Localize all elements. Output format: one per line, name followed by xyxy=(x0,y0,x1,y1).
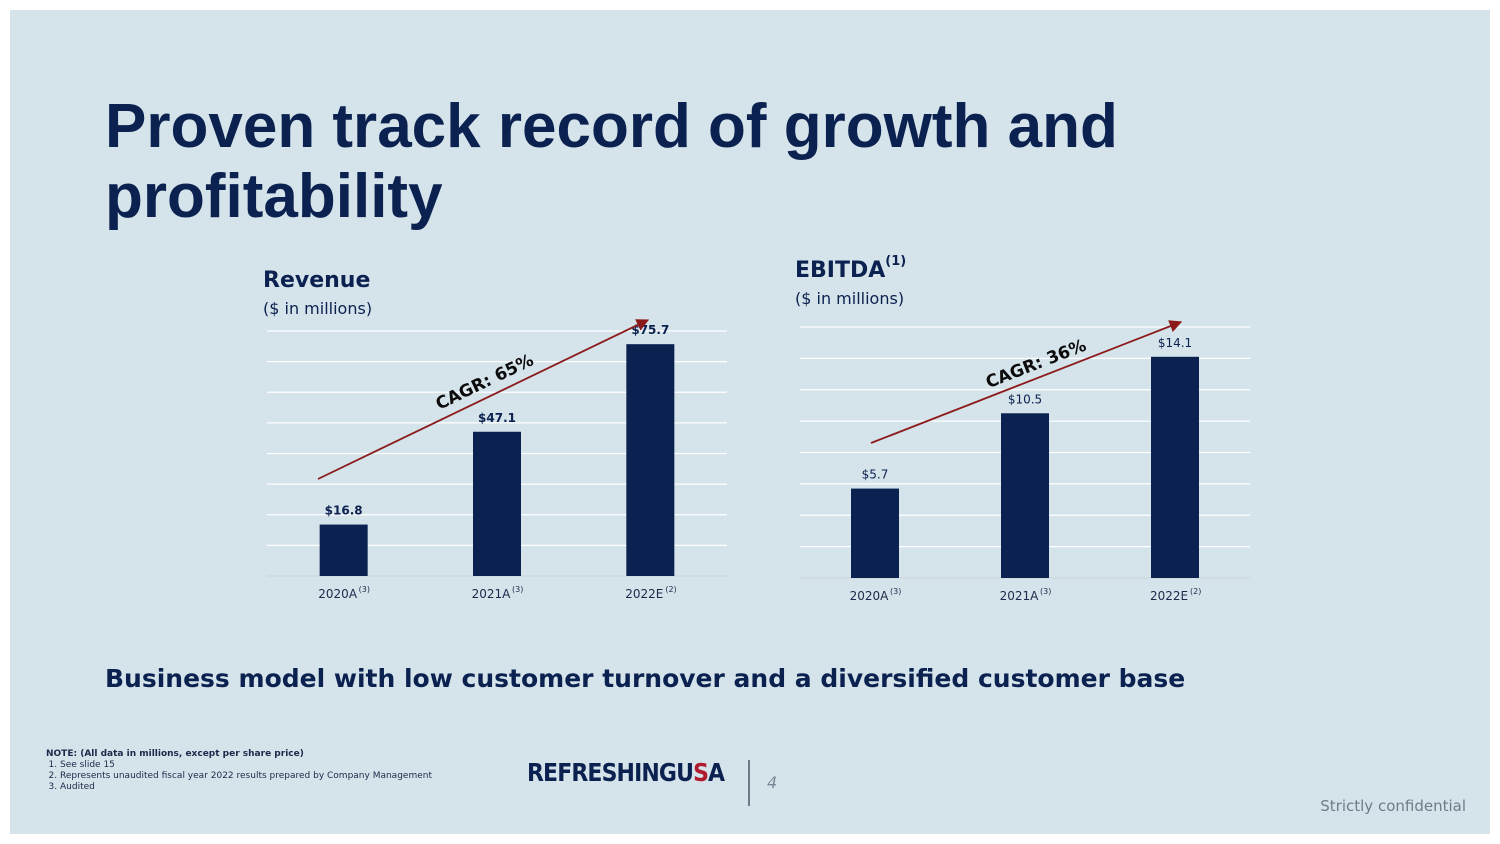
ebitda-chart-title: EBITDA(1) xyxy=(795,254,907,283)
x-tick-footnote: (3) xyxy=(890,587,901,596)
ebitda-chart-subtitle: ($ in millions) xyxy=(795,289,905,308)
logo-letter-a: A xyxy=(708,758,725,787)
page-title: Proven track record of growth and profit… xyxy=(105,92,1118,231)
footnote-item: Audited xyxy=(60,782,432,793)
x-tick-footnote: (3) xyxy=(1040,587,1051,596)
revenue-chart-subtitle: ($ in millions) xyxy=(263,299,373,318)
value-label: $16.8 xyxy=(325,504,363,518)
footnote-item: See slide 15 xyxy=(60,760,432,771)
bar-2021a xyxy=(1001,413,1049,578)
x-tick-footnote: (2) xyxy=(1190,587,1201,596)
ebitda-title-footnote: (1) xyxy=(885,254,907,269)
tagline: Business model with low customer turnove… xyxy=(105,664,1186,693)
logo-divider xyxy=(748,760,750,806)
x-tick-label: 2021A xyxy=(472,587,512,601)
value-label: $14.1 xyxy=(1158,336,1192,350)
x-tick-label: 2022E xyxy=(1150,589,1188,603)
revenue-chart-header: Revenue ($ in millions) xyxy=(263,268,372,318)
bar-2020a xyxy=(851,488,899,578)
value-label: $47.1 xyxy=(478,411,516,425)
confidentiality-label: Strictly confidential xyxy=(1320,797,1466,815)
x-tick-label: 2020A xyxy=(850,589,890,603)
ebitda-chart-header: EBITDA(1) ($ in millions) xyxy=(795,254,907,308)
company-logo: REFRESHINGUSA xyxy=(527,758,725,787)
footnotes: NOTE: (All data in millions, except per … xyxy=(46,749,432,793)
cagr-arrow xyxy=(870,320,1183,444)
value-label: $10.5 xyxy=(1008,392,1042,406)
page-number: 4 xyxy=(767,773,778,792)
bar-2020a xyxy=(319,524,368,576)
x-tick-footnote: (3) xyxy=(512,585,523,594)
footnote-item: Represents unaudited fiscal year 2022 re… xyxy=(60,771,432,782)
logo-letter-u: U xyxy=(676,758,694,787)
x-tick-label: 2021A xyxy=(1000,589,1040,603)
x-tick-label: 2022E xyxy=(625,587,663,601)
bar-2022e xyxy=(1151,356,1199,578)
bar-2021a xyxy=(473,431,521,576)
revenue-chart-title: Revenue xyxy=(263,268,371,293)
x-tick-footnote: (2) xyxy=(665,585,676,594)
cagr-arrow xyxy=(317,319,650,480)
x-tick-label: 2020A xyxy=(318,587,358,601)
logo-word-refreshing: REFRESHING xyxy=(527,758,677,787)
x-tick-footnote: (3) xyxy=(359,585,370,594)
footnotes-title: NOTE: (All data in millions, except per … xyxy=(46,749,304,759)
logo-letter-s: S xyxy=(693,758,709,787)
bar-2022e xyxy=(626,344,675,576)
cagr-label: CAGR: 65% xyxy=(433,350,537,414)
value-label: $5.7 xyxy=(862,468,889,482)
slide xyxy=(10,10,1490,834)
